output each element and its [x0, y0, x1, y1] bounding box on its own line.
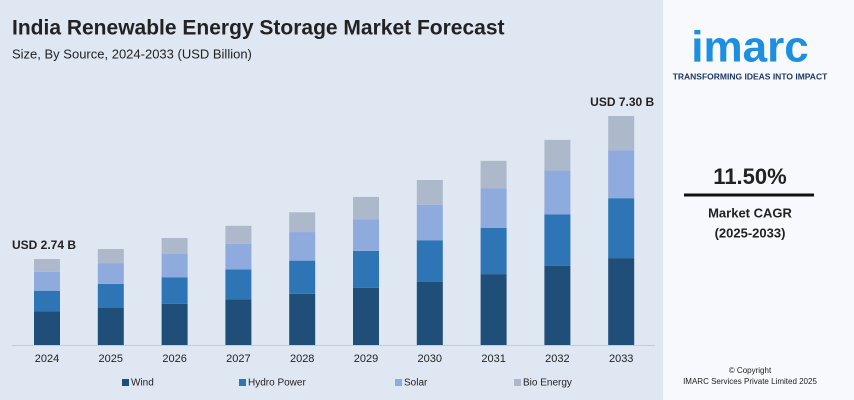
- total-label: USD 7.30 B: [590, 95, 654, 109]
- x-tick-label: 2030: [418, 353, 442, 365]
- bar-segment: [289, 293, 316, 345]
- bar-segment: [161, 303, 188, 345]
- legend-label: Wind: [131, 378, 154, 389]
- x-tick-label: 2027: [226, 353, 250, 365]
- bar-segment: [608, 198, 635, 259]
- cagr-period: (2025-2033): [715, 225, 786, 240]
- legend-swatch: [239, 379, 246, 386]
- x-tick-label: 2028: [290, 353, 314, 365]
- bar-segment: [480, 274, 507, 345]
- bar-segment: [544, 214, 571, 266]
- legend-label: Solar: [404, 378, 428, 389]
- bar-segment: [353, 219, 379, 251]
- bar-segment: [225, 243, 252, 270]
- legend-label: Hydro Power: [248, 378, 306, 389]
- side-panel: [663, 0, 854, 400]
- bar-segment: [34, 311, 60, 345]
- bar-segment: [353, 287, 379, 345]
- x-tick-label: 2024: [35, 353, 59, 365]
- bar-segment: [480, 160, 507, 189]
- chart-subtitle: Size, By Source, 2024-2033 (USD Billion): [12, 46, 252, 61]
- bar-segment: [34, 259, 60, 272]
- bar-segment: [608, 258, 635, 345]
- x-tick-label: 2032: [545, 353, 569, 365]
- bar-segment: [161, 238, 188, 255]
- x-tick-label: 2026: [162, 353, 186, 365]
- bar-segment: [289, 260, 316, 294]
- bar-segment: [225, 269, 252, 300]
- bar-segment: [97, 307, 124, 345]
- cagr-value: 11.50%: [713, 164, 786, 189]
- x-tick-label: 2025: [99, 353, 123, 365]
- legend-label: Bio Energy: [523, 378, 572, 389]
- chart-title: India Renewable Energy Storage Market Fo…: [12, 17, 505, 40]
- bar-segment: [416, 240, 443, 282]
- x-tick-label: 2031: [481, 353, 505, 365]
- bar-segment: [416, 204, 443, 241]
- bar-segment: [353, 196, 379, 220]
- copyright: © Copyright: [729, 366, 772, 375]
- legend-swatch: [122, 379, 129, 386]
- bar-segment: [97, 283, 124, 308]
- bar-segment: [608, 116, 635, 151]
- bar-segment: [544, 139, 571, 171]
- bar-segment: [97, 249, 124, 264]
- x-tick-label: 2029: [354, 353, 378, 365]
- bar-segment: [416, 281, 443, 345]
- bar-segment: [480, 227, 507, 275]
- bar-segment: [289, 232, 316, 261]
- bar-segment: [416, 179, 443, 205]
- total-label: USD 2.74 B: [12, 238, 76, 252]
- bar-segment: [225, 299, 252, 345]
- cagr-label: Market CAGR: [708, 205, 792, 220]
- bar-segment: [544, 170, 571, 215]
- bar-segment: [161, 277, 188, 304]
- bar-segment: [34, 271, 60, 291]
- bar-segment: [97, 263, 124, 284]
- bar-segment: [225, 225, 252, 244]
- legend-swatch: [514, 379, 521, 386]
- legend-swatch: [395, 379, 402, 386]
- bar-segment: [608, 150, 635, 199]
- bar-segment: [34, 290, 60, 312]
- tagline: TRANSFORMING IDEAS INTO IMPACT: [673, 71, 828, 81]
- bar-segment: [480, 188, 507, 228]
- company: IMARC Services Private Limited 2025: [683, 377, 817, 386]
- logo: imarc: [691, 23, 808, 72]
- bar-segment: [289, 212, 316, 233]
- bar-segment: [161, 254, 188, 278]
- bar-segment: [353, 250, 379, 288]
- bar-segment: [544, 265, 571, 345]
- x-tick-label: 2033: [609, 353, 633, 365]
